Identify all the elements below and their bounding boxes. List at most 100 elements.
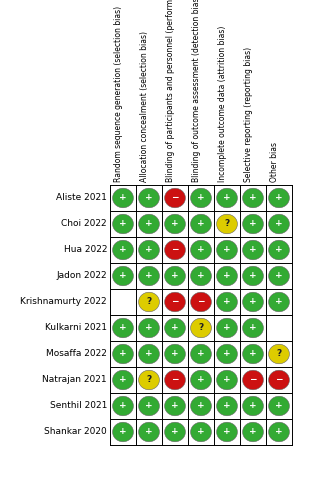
Text: +: + — [171, 428, 179, 436]
Ellipse shape — [242, 292, 264, 312]
Ellipse shape — [242, 318, 264, 338]
Text: Allocation concealment (selection bias): Allocation concealment (selection bias) — [140, 31, 149, 182]
Text: +: + — [145, 350, 153, 358]
Text: +: + — [223, 246, 231, 254]
Ellipse shape — [217, 266, 237, 286]
Text: +: + — [223, 324, 231, 332]
Text: Shankar 2020: Shankar 2020 — [44, 428, 107, 436]
Text: +: + — [145, 194, 153, 202]
Text: +: + — [197, 402, 205, 410]
Text: ?: ? — [146, 376, 152, 384]
Ellipse shape — [113, 370, 133, 390]
Ellipse shape — [113, 188, 133, 208]
Text: Natrajan 2021: Natrajan 2021 — [42, 376, 107, 384]
Text: Blinding of outcome assessment (detection bias): Blinding of outcome assessment (detectio… — [192, 0, 201, 182]
Ellipse shape — [191, 422, 211, 442]
Ellipse shape — [165, 214, 185, 234]
Text: +: + — [145, 402, 153, 410]
Text: Jadon 2022: Jadon 2022 — [56, 272, 107, 280]
Ellipse shape — [217, 422, 237, 442]
Text: +: + — [119, 194, 127, 202]
Text: +: + — [223, 402, 231, 410]
Text: +: + — [119, 350, 127, 358]
Text: +: + — [119, 246, 127, 254]
Text: +: + — [171, 402, 179, 410]
Text: −: − — [197, 298, 205, 306]
Ellipse shape — [217, 240, 237, 260]
Text: +: + — [197, 194, 205, 202]
Text: Random sequence generation (selection bias): Random sequence generation (selection bi… — [114, 6, 123, 182]
Ellipse shape — [217, 188, 237, 208]
Text: +: + — [275, 194, 283, 202]
Ellipse shape — [242, 214, 264, 234]
Text: +: + — [171, 324, 179, 332]
Ellipse shape — [217, 318, 237, 338]
Ellipse shape — [113, 214, 133, 234]
Ellipse shape — [217, 344, 237, 364]
Text: +: + — [249, 428, 257, 436]
Text: +: + — [249, 402, 257, 410]
Text: +: + — [275, 298, 283, 306]
Text: +: + — [171, 272, 179, 280]
Text: +: + — [223, 350, 231, 358]
Ellipse shape — [242, 370, 264, 390]
Ellipse shape — [165, 422, 185, 442]
Ellipse shape — [191, 214, 211, 234]
Text: +: + — [249, 220, 257, 228]
Text: +: + — [223, 272, 231, 280]
Text: +: + — [249, 350, 257, 358]
Text: +: + — [119, 376, 127, 384]
Ellipse shape — [191, 240, 211, 260]
Text: +: + — [119, 220, 127, 228]
Ellipse shape — [269, 240, 289, 260]
Text: +: + — [119, 272, 127, 280]
Text: +: + — [223, 298, 231, 306]
Text: +: + — [197, 350, 205, 358]
Text: Selective reporting (reporting bias): Selective reporting (reporting bias) — [244, 47, 253, 182]
Text: +: + — [197, 220, 205, 228]
Ellipse shape — [242, 422, 264, 442]
Ellipse shape — [242, 240, 264, 260]
Text: +: + — [275, 402, 283, 410]
Ellipse shape — [242, 266, 264, 286]
Text: ?: ? — [276, 350, 282, 358]
Text: Senthil 2021: Senthil 2021 — [50, 402, 107, 410]
Text: +: + — [145, 220, 153, 228]
Text: −: − — [171, 194, 179, 202]
Text: +: + — [171, 350, 179, 358]
Ellipse shape — [217, 292, 237, 312]
Text: −: − — [171, 298, 179, 306]
Ellipse shape — [165, 240, 185, 260]
Ellipse shape — [113, 396, 133, 416]
Ellipse shape — [191, 318, 211, 338]
Ellipse shape — [139, 422, 159, 442]
Text: +: + — [275, 428, 283, 436]
Text: +: + — [197, 246, 205, 254]
Text: +: + — [145, 246, 153, 254]
Ellipse shape — [113, 344, 133, 364]
Ellipse shape — [242, 396, 264, 416]
Text: −: − — [171, 376, 179, 384]
Text: +: + — [119, 428, 127, 436]
Ellipse shape — [269, 396, 289, 416]
Ellipse shape — [217, 370, 237, 390]
Text: Incomplete outcome data (attrition bias): Incomplete outcome data (attrition bias) — [218, 26, 227, 182]
Ellipse shape — [165, 318, 185, 338]
Text: +: + — [197, 428, 205, 436]
Text: +: + — [249, 298, 257, 306]
Ellipse shape — [165, 188, 185, 208]
Text: +: + — [197, 376, 205, 384]
Text: Other bias: Other bias — [270, 142, 279, 182]
Text: Krishnamurty 2022: Krishnamurty 2022 — [20, 298, 107, 306]
Ellipse shape — [139, 188, 159, 208]
Ellipse shape — [269, 214, 289, 234]
Ellipse shape — [269, 292, 289, 312]
Ellipse shape — [217, 396, 237, 416]
Ellipse shape — [191, 344, 211, 364]
Ellipse shape — [191, 188, 211, 208]
Text: +: + — [249, 194, 257, 202]
Ellipse shape — [191, 266, 211, 286]
Ellipse shape — [217, 214, 237, 234]
Ellipse shape — [269, 266, 289, 286]
Text: Aliste 2021: Aliste 2021 — [56, 194, 107, 202]
